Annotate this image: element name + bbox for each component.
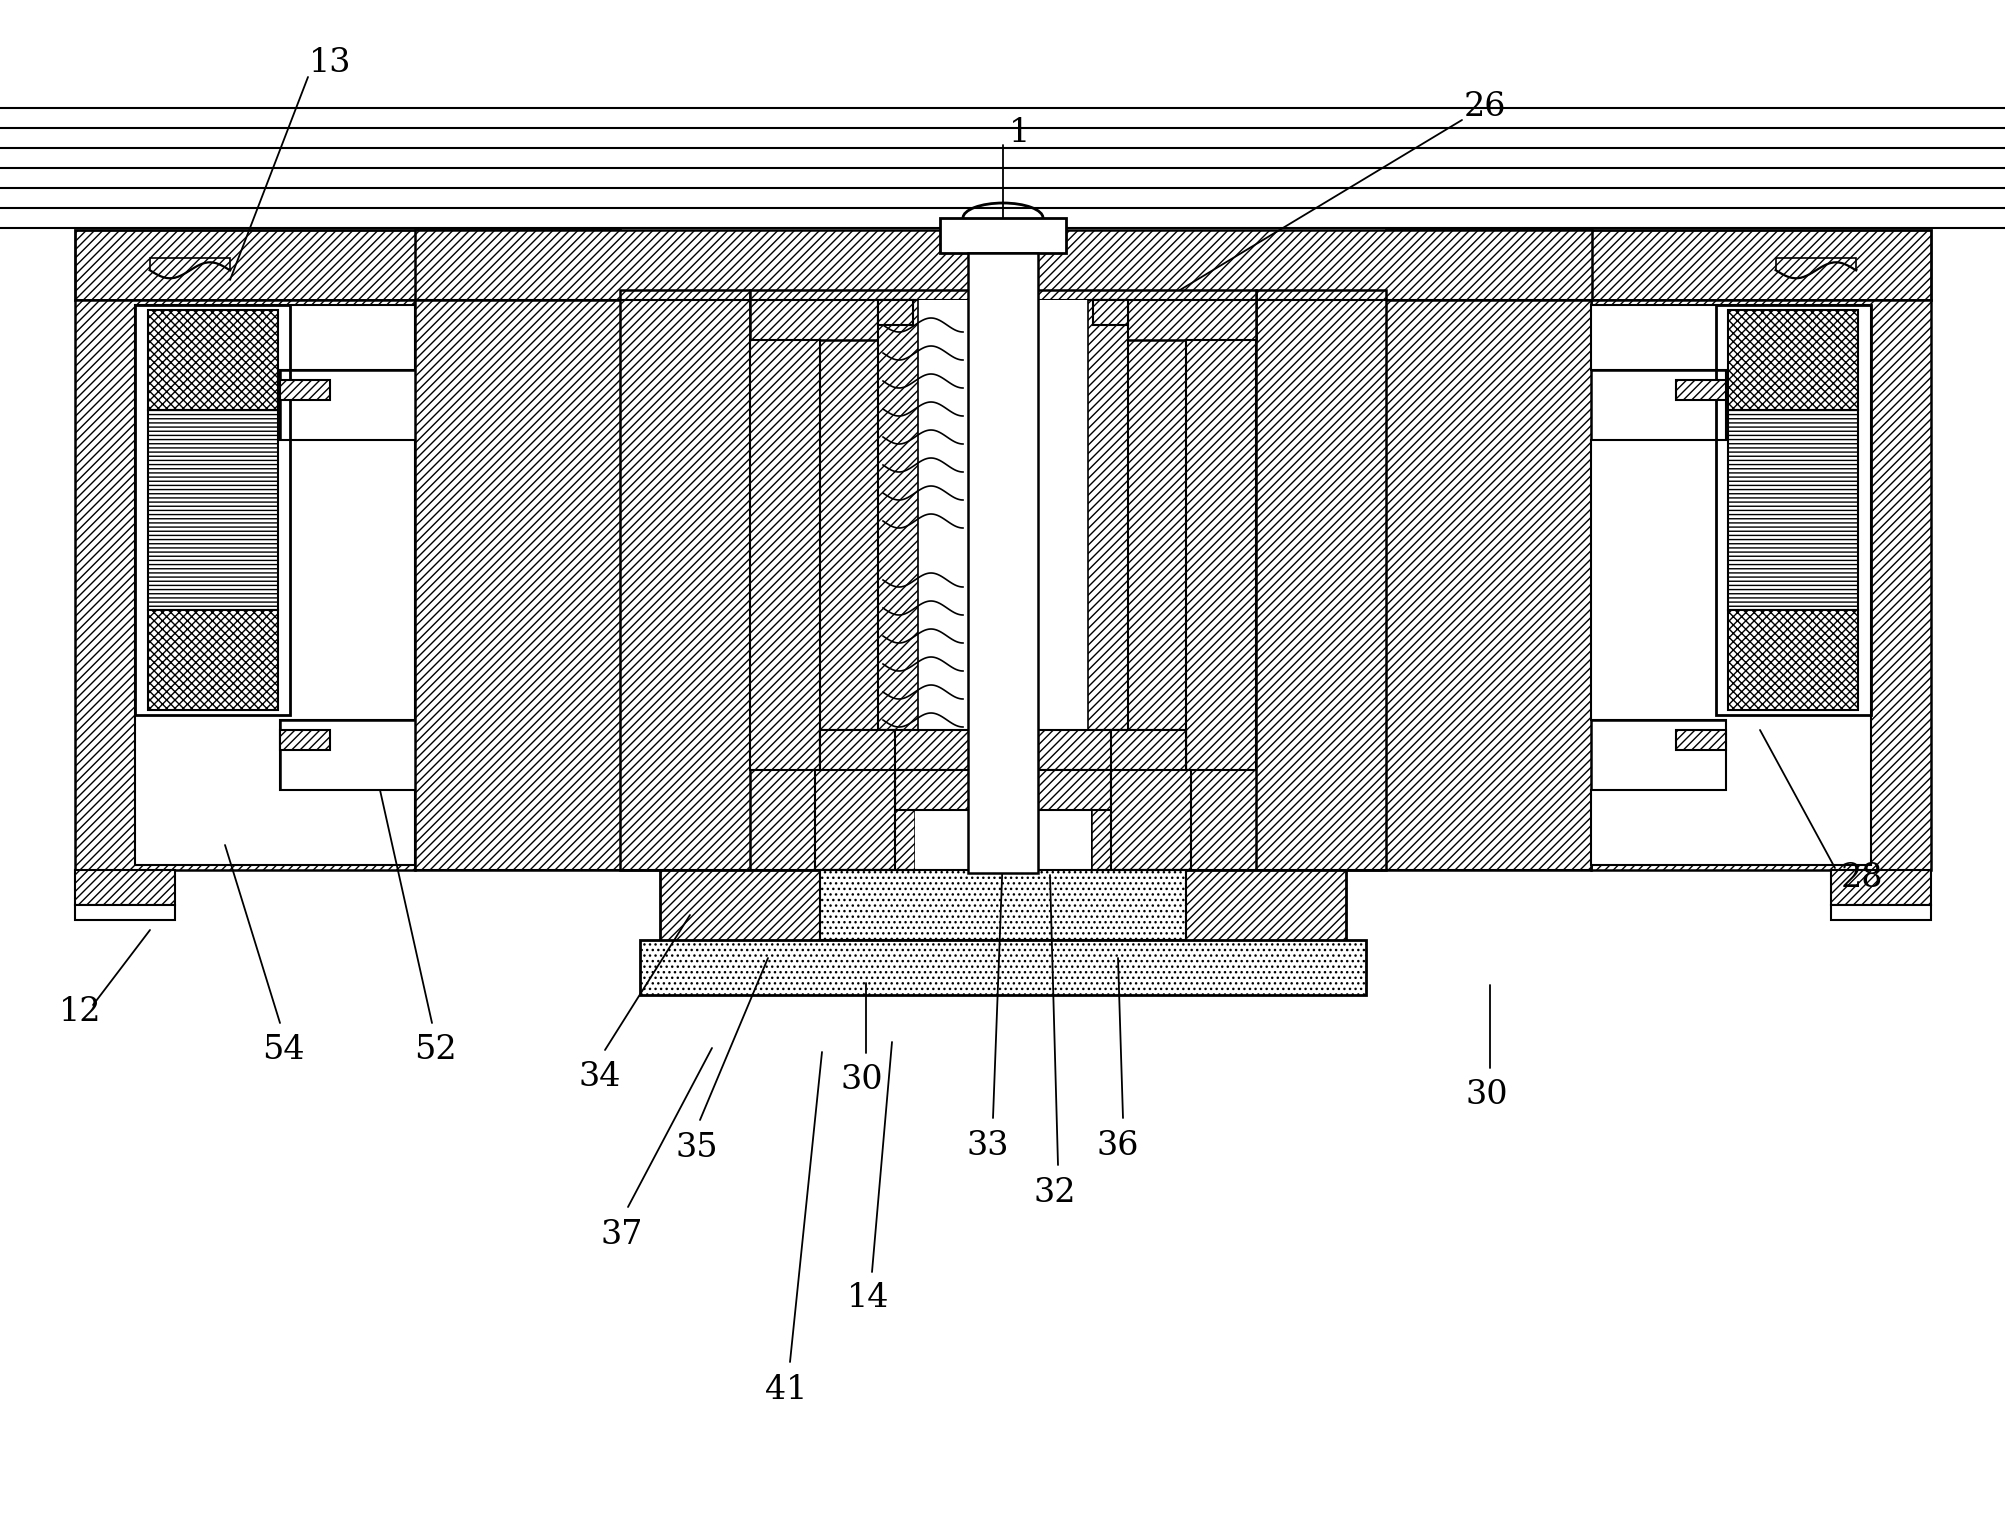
Bar <box>878 300 912 325</box>
Text: 32: 32 <box>1033 1177 1077 1210</box>
Polygon shape <box>150 258 231 277</box>
Bar <box>281 730 331 750</box>
Bar <box>1831 871 1931 904</box>
Bar <box>820 871 1185 940</box>
Text: 30: 30 <box>1466 1079 1508 1111</box>
Bar <box>148 409 279 610</box>
Text: 28: 28 <box>1841 862 1883 894</box>
Bar <box>134 305 291 714</box>
Text: 12: 12 <box>58 996 100 1029</box>
Bar <box>918 300 968 730</box>
Bar <box>968 253 1037 872</box>
Bar <box>820 730 1185 770</box>
Polygon shape <box>1590 305 1871 865</box>
Bar <box>640 940 1365 995</box>
Bar <box>878 300 968 730</box>
Bar <box>750 340 820 770</box>
Polygon shape <box>134 305 415 865</box>
Text: 26: 26 <box>1464 90 1506 123</box>
Bar <box>415 230 1592 300</box>
Bar <box>750 290 1255 340</box>
Bar <box>74 904 174 920</box>
Bar <box>1385 230 1931 300</box>
Bar <box>1093 300 1127 325</box>
Bar <box>660 871 1345 970</box>
Bar <box>148 610 279 710</box>
Bar <box>1185 340 1255 770</box>
Bar <box>940 218 1065 253</box>
Bar <box>814 770 894 871</box>
Bar <box>74 871 174 904</box>
Bar <box>1674 380 1724 400</box>
Bar <box>1726 409 1857 610</box>
Text: 1: 1 <box>1009 117 1031 149</box>
Bar <box>1111 730 1185 809</box>
Text: 14: 14 <box>846 1282 888 1314</box>
Text: 52: 52 <box>413 1033 455 1065</box>
Bar <box>1726 310 1857 409</box>
Polygon shape <box>620 290 750 871</box>
Polygon shape <box>1774 258 1855 277</box>
Bar <box>281 380 331 400</box>
Bar <box>1674 730 1724 750</box>
Text: 13: 13 <box>309 48 351 80</box>
Text: 35: 35 <box>676 1131 718 1164</box>
Bar <box>1831 904 1931 920</box>
Polygon shape <box>1255 290 1385 871</box>
Bar <box>74 230 620 300</box>
Bar <box>1037 300 1127 730</box>
Bar <box>820 730 894 809</box>
Bar <box>1714 305 1871 714</box>
Text: 36: 36 <box>1097 1130 1139 1162</box>
Bar <box>148 310 279 409</box>
Bar <box>1726 610 1857 710</box>
Bar <box>1111 770 1191 871</box>
Text: 33: 33 <box>966 1130 1009 1162</box>
Bar <box>1037 300 1087 730</box>
Text: 30: 30 <box>840 1064 882 1096</box>
Text: 34: 34 <box>579 1061 622 1093</box>
Bar <box>74 230 1929 911</box>
Bar <box>415 300 914 871</box>
Polygon shape <box>74 300 415 871</box>
Bar <box>1091 300 1590 871</box>
Bar <box>914 300 1091 871</box>
Polygon shape <box>1590 300 1931 871</box>
Bar <box>820 770 1185 809</box>
Text: 37: 37 <box>602 1219 644 1251</box>
Text: 41: 41 <box>764 1374 806 1406</box>
Text: 54: 54 <box>261 1033 305 1065</box>
